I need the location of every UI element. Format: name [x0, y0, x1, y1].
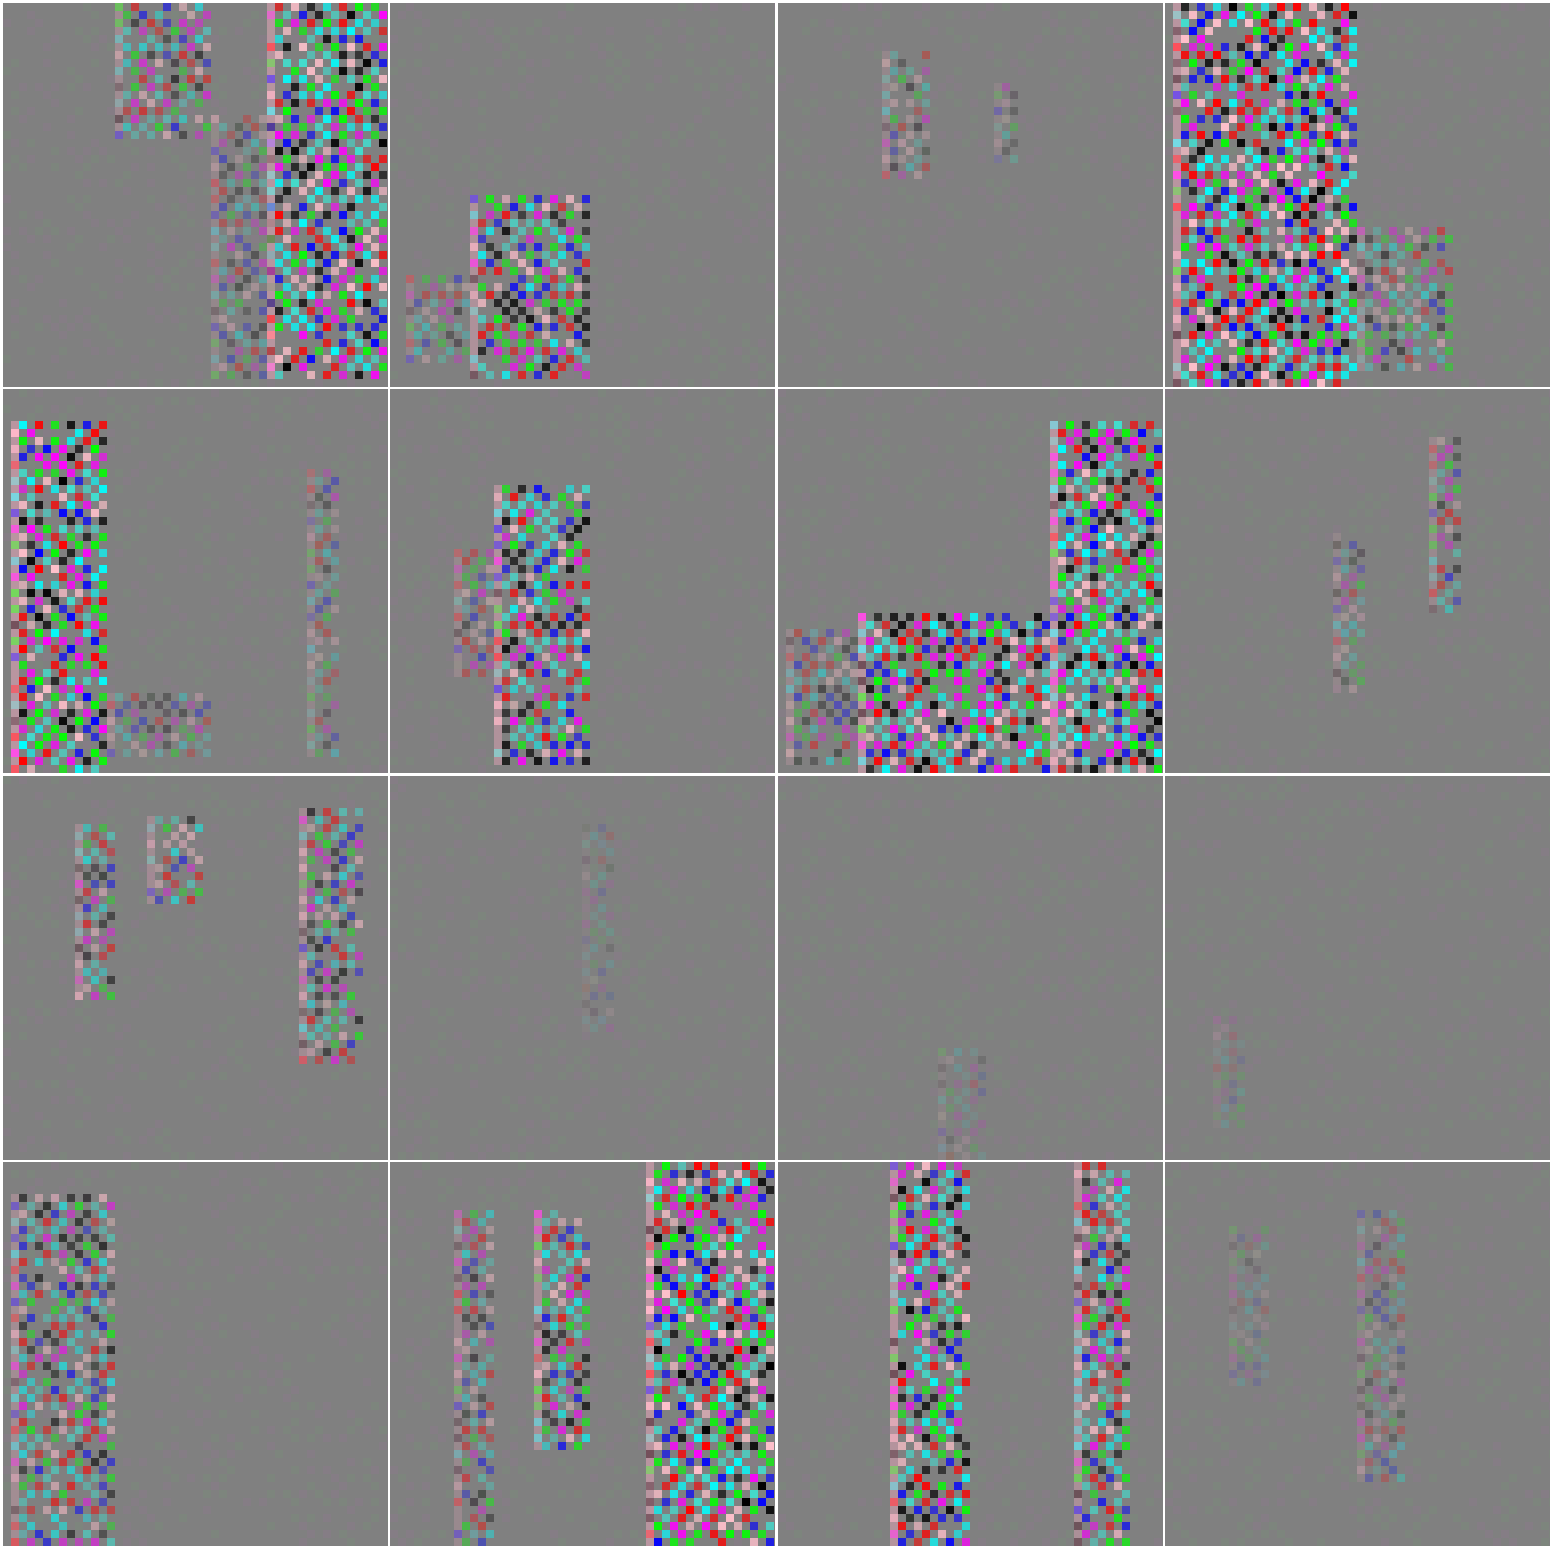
- checker-region: [406, 275, 470, 363]
- checker-region: [307, 469, 339, 757]
- checker-region: [75, 824, 115, 1000]
- tile-r3c1: [3, 776, 388, 1160]
- tile-pattern-r3c1: [3, 776, 388, 1160]
- tile-r2c2: [390, 389, 775, 773]
- checker-region: [1357, 227, 1453, 371]
- checker-region: [890, 1162, 970, 1546]
- checker-region: [494, 485, 590, 765]
- checker-region: [858, 613, 1050, 773]
- tile-pattern-r2c1: [3, 389, 388, 773]
- tile-r3c2: [390, 776, 775, 1160]
- tile-pattern-r1c4: [1165, 3, 1550, 387]
- tile-r3c3: [778, 776, 1163, 1160]
- checker-region: [1357, 1210, 1405, 1482]
- checker-region: [1050, 421, 1162, 773]
- tile-r4c1: [3, 1162, 388, 1546]
- checker-region: [1074, 1162, 1130, 1546]
- tile-pattern-r3c4: [1165, 776, 1550, 1160]
- tile-r3c4: [1165, 776, 1550, 1160]
- checker-region: [994, 83, 1018, 163]
- tile-pattern-r1c1: [3, 3, 388, 387]
- checker-region: [1229, 1226, 1269, 1386]
- checker-region: [147, 816, 203, 904]
- tile-pattern-r1c3: [778, 3, 1163, 387]
- checker-region: [646, 1162, 774, 1546]
- tile-r4c4: [1165, 1162, 1550, 1546]
- tile-r2c3: [778, 389, 1163, 773]
- tile-pattern-r4c3: [778, 1162, 1163, 1546]
- tile-pattern-r2c4: [1165, 389, 1550, 773]
- tile-pattern-r2c2: [390, 389, 775, 773]
- checker-region: [1213, 1016, 1245, 1128]
- checker-region: [299, 808, 363, 1064]
- checker-region: [267, 3, 387, 379]
- checker-region: [938, 1048, 986, 1160]
- tile-pattern-r3c3: [778, 776, 1163, 1160]
- tile-pattern-r4c4: [1165, 1162, 1550, 1546]
- tile-r1c1: [3, 3, 388, 387]
- tile-r2c4: [1165, 389, 1550, 773]
- tile-pattern-r4c2: [390, 1162, 775, 1546]
- checker-region: [1333, 533, 1365, 693]
- checker-region: [115, 3, 211, 139]
- tile-r1c2: [390, 3, 775, 387]
- checker-region: [470, 195, 590, 379]
- checker-region: [454, 549, 494, 677]
- tile-pattern-r3c2: [390, 776, 775, 1160]
- checker-region: [454, 1210, 494, 1546]
- checker-region: [11, 1194, 115, 1546]
- checker-region: [882, 51, 930, 179]
- tile-r1c4: [1165, 3, 1550, 387]
- checker-region: [107, 693, 211, 757]
- tile-r1c3: [778, 3, 1163, 387]
- checker-region: [1429, 437, 1461, 613]
- tile-pattern-r2c3: [778, 389, 1163, 773]
- tile-pattern-r1c2: [390, 3, 775, 387]
- tile-r4c3: [778, 1162, 1163, 1546]
- checker-region: [786, 629, 858, 765]
- tile-pattern-r4c1: [3, 1162, 388, 1546]
- tile-r2c1: [3, 389, 388, 773]
- tile-r4c2: [390, 1162, 775, 1546]
- checker-region: [582, 824, 614, 1032]
- checker-region: [1173, 3, 1357, 387]
- checker-region: [11, 421, 107, 773]
- checker-region: [534, 1210, 590, 1450]
- checker-region: [211, 115, 275, 379]
